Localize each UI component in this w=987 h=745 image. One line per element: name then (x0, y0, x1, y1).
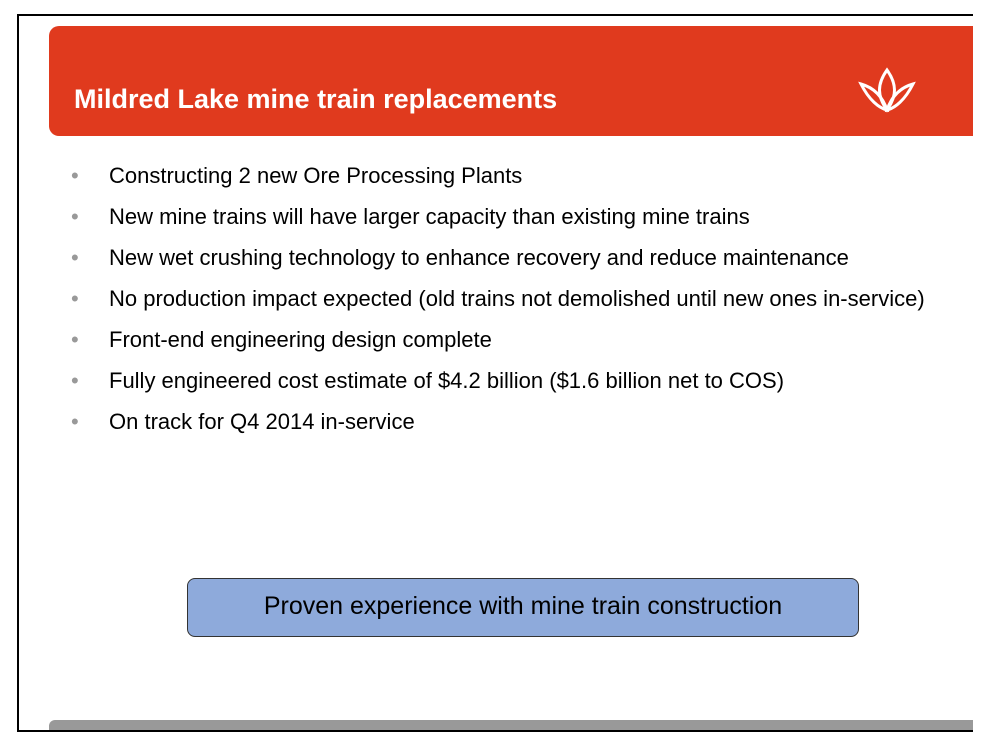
title: Mildred Lake mine train replacements (74, 84, 558, 114)
bullet: Fully engineered cost estimate of $4.2 b… (59, 366, 939, 395)
bullet: On track for Q4 2014 in-service (59, 407, 939, 436)
bullet: New mine trains will have larger capacit… (59, 202, 939, 231)
bullet-list: Constructing 2 new Ore Processing Plants… (59, 161, 939, 448)
header-bar (49, 26, 973, 136)
bullet: Front-end engineering design complete (59, 325, 939, 354)
bullet: New wet crushing technology to enhance r… (59, 243, 939, 272)
callout-box: Proven experience with mine train constr… (187, 578, 859, 637)
bullet: No production impact expected (old train… (59, 284, 939, 313)
footer-bar (49, 720, 973, 730)
bullet: Constructing 2 new Ore Processing Plants (59, 161, 939, 190)
slide: Mildred Lake mine train replacements Con… (17, 14, 973, 732)
logo (858, 67, 916, 113)
